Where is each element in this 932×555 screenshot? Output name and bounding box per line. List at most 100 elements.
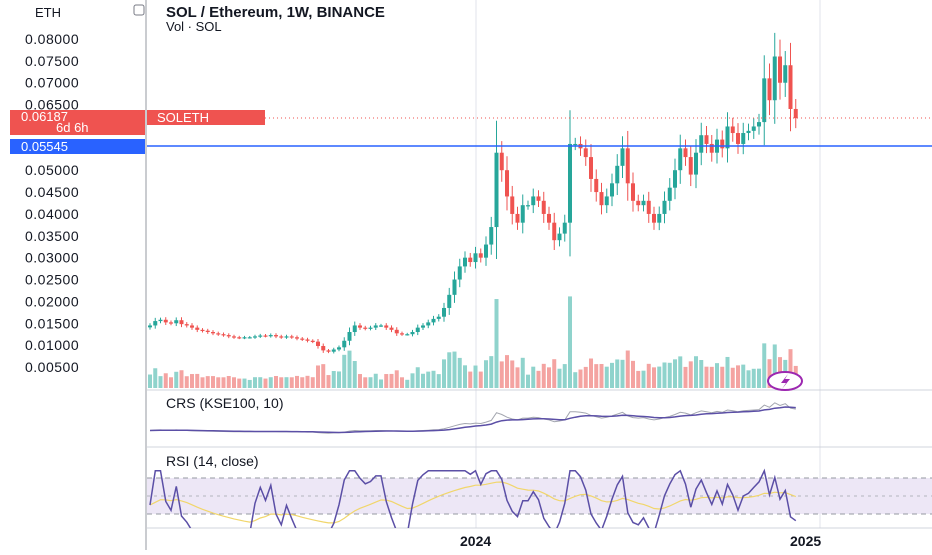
volume-bar — [211, 376, 215, 388]
volume-bar — [631, 360, 635, 388]
volume-bar — [457, 357, 462, 388]
candle-body — [699, 135, 704, 153]
volume-bar — [258, 377, 263, 388]
volume-bar — [757, 368, 761, 388]
candle-body — [163, 319, 168, 323]
volume-bar — [468, 371, 473, 388]
candle-body — [274, 335, 278, 337]
price-axis[interactable]: 0.08000 0.07500 0.07000 0.06500 0.05000 0.045… — [25, 31, 79, 375]
volume-bar — [552, 359, 557, 388]
volume-bar — [463, 365, 467, 388]
candle-body — [373, 325, 378, 328]
price-tick-label: 0.03000 — [25, 250, 79, 266]
time-axis[interactable]: 2024 2025 — [460, 533, 821, 549]
volume-bar — [547, 367, 551, 388]
candle-body — [499, 152, 504, 171]
lightning-icon[interactable] — [767, 371, 803, 391]
rsi-line — [149, 468, 797, 528]
volume-legend[interactable]: Vol · SOL — [166, 19, 222, 34]
candle-body — [337, 347, 341, 350]
volume-bar — [263, 378, 268, 388]
rsi-band — [147, 477, 932, 515]
candle-body — [625, 148, 630, 184]
rsi-ma-line — [149, 481, 797, 524]
volume-bar — [347, 350, 352, 388]
price-tick-label: 0.04000 — [25, 206, 79, 222]
candle-body — [704, 135, 709, 144]
volume-bar — [473, 365, 478, 388]
candle-body — [778, 56, 782, 83]
volume-bar — [662, 362, 667, 388]
candle-body — [573, 143, 578, 146]
volume-bar — [310, 377, 315, 388]
candle-body — [442, 307, 446, 317]
candle-body — [447, 294, 452, 308]
volume-bar — [699, 359, 704, 388]
hline-price-value: 0.05545 — [21, 139, 68, 154]
candle-body — [552, 222, 557, 241]
volume-bar — [652, 367, 656, 388]
candle-body — [667, 187, 672, 201]
candle-body — [452, 279, 457, 295]
candle-body — [174, 320, 179, 324]
candle-body — [646, 200, 651, 214]
volume-bar — [300, 377, 305, 388]
candle-body — [405, 334, 410, 336]
volume-bar — [394, 370, 399, 388]
candle-body — [153, 321, 158, 326]
candle-body — [400, 333, 404, 335]
volume-bar — [232, 377, 236, 388]
candle-body — [489, 227, 494, 245]
volume-bar — [746, 370, 751, 388]
candle-body — [232, 336, 236, 338]
candle-body — [316, 341, 320, 347]
symbol-tag-label: SOLETH — [157, 110, 209, 125]
candle-body — [536, 196, 541, 201]
candle-body — [253, 336, 257, 338]
crs-title[interactable]: CRS (KSE100, 10) — [166, 395, 284, 411]
price-tick-label: 0.01500 — [25, 315, 79, 331]
hline-price-tag[interactable] — [10, 139, 145, 154]
crs-lines — [149, 402, 796, 434]
volume-bar — [289, 377, 294, 388]
symbol-tag — [147, 110, 265, 125]
volume-bar — [515, 367, 520, 388]
candle-body — [568, 143, 572, 223]
grid-lines — [145, 0, 932, 550]
price-tick-label: 0.02500 — [25, 272, 79, 288]
candle-body — [678, 148, 683, 171]
volume-bar — [253, 377, 257, 388]
candle-body — [662, 200, 667, 214]
candle-body — [184, 324, 189, 326]
candle-body — [379, 325, 383, 327]
volume-bars — [148, 296, 798, 388]
candle-body — [657, 213, 662, 223]
candle-body — [767, 78, 772, 101]
candle-body — [478, 253, 483, 258]
volume-bar — [148, 374, 152, 388]
candle-body — [736, 133, 740, 144]
candle-body — [494, 152, 499, 228]
volume-bar — [279, 377, 284, 388]
candle-body — [788, 65, 793, 109]
volume-bar — [557, 368, 562, 388]
rsi-title[interactable]: RSI (14, close) — [166, 453, 259, 469]
volume-bar — [342, 354, 347, 388]
settings-icon[interactable] — [133, 4, 145, 16]
volume-bar — [316, 365, 320, 388]
volume-bar — [730, 367, 735, 388]
symbol-title[interactable]: SOL / Ethereum, 1W, BINANCE — [166, 4, 385, 21]
last-price-value: 0.06187 — [21, 109, 68, 124]
volume-bar — [184, 376, 189, 388]
candle-body — [263, 335, 268, 337]
volume-bar — [604, 366, 609, 388]
volume-bar — [274, 375, 278, 388]
candle-body — [520, 205, 525, 223]
candle-body — [457, 266, 462, 280]
volume-bar — [772, 344, 777, 388]
currency-label[interactable]: ETH — [35, 5, 61, 20]
volume-bar — [321, 364, 326, 388]
candle-body — [468, 257, 473, 263]
